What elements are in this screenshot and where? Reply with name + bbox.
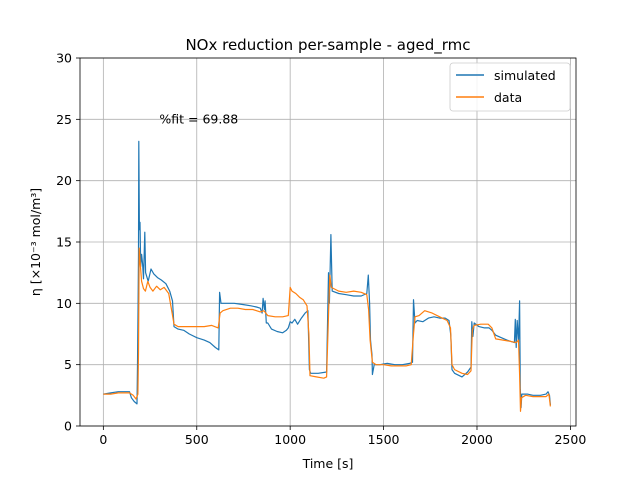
x-tick-label: 1500 — [368, 432, 400, 447]
y-tick-label: 25 — [56, 112, 72, 127]
y-tick-label: 5 — [64, 357, 72, 372]
x-tick-label: 2000 — [461, 432, 493, 447]
y-axis-title: η [×10⁻³ mol/m³] — [28, 188, 43, 296]
x-tick-label: 1000 — [274, 432, 306, 447]
x-tick-label: 2500 — [554, 432, 586, 447]
legend-label-data: data — [494, 90, 522, 105]
series-layer — [103, 140, 551, 412]
grid — [80, 57, 576, 427]
series-line-simulated — [103, 140, 551, 409]
series-line-data — [103, 247, 551, 412]
y-tick-label: 20 — [56, 173, 72, 188]
y-tick-label: 30 — [56, 51, 72, 66]
x-tick-label: 0 — [99, 432, 107, 447]
fit-annotation: %fit = 69.88 — [159, 111, 238, 126]
axis-ticks: 0 500 1000 1500 2000 2500 0 5 10 15 20 25 30 — [56, 51, 586, 448]
x-axis-title: Time [s] — [302, 456, 354, 471]
y-tick-label: 15 — [56, 235, 72, 250]
legend: simulated data — [449, 62, 571, 112]
y-tick-label: 10 — [56, 296, 72, 311]
y-tick-label: 0 — [64, 419, 72, 434]
chart-title: NOx reduction per-sample - aged_rmc — [185, 36, 470, 55]
x-tick-label: 500 — [185, 432, 209, 447]
legend-label-simulated: simulated — [494, 68, 556, 83]
